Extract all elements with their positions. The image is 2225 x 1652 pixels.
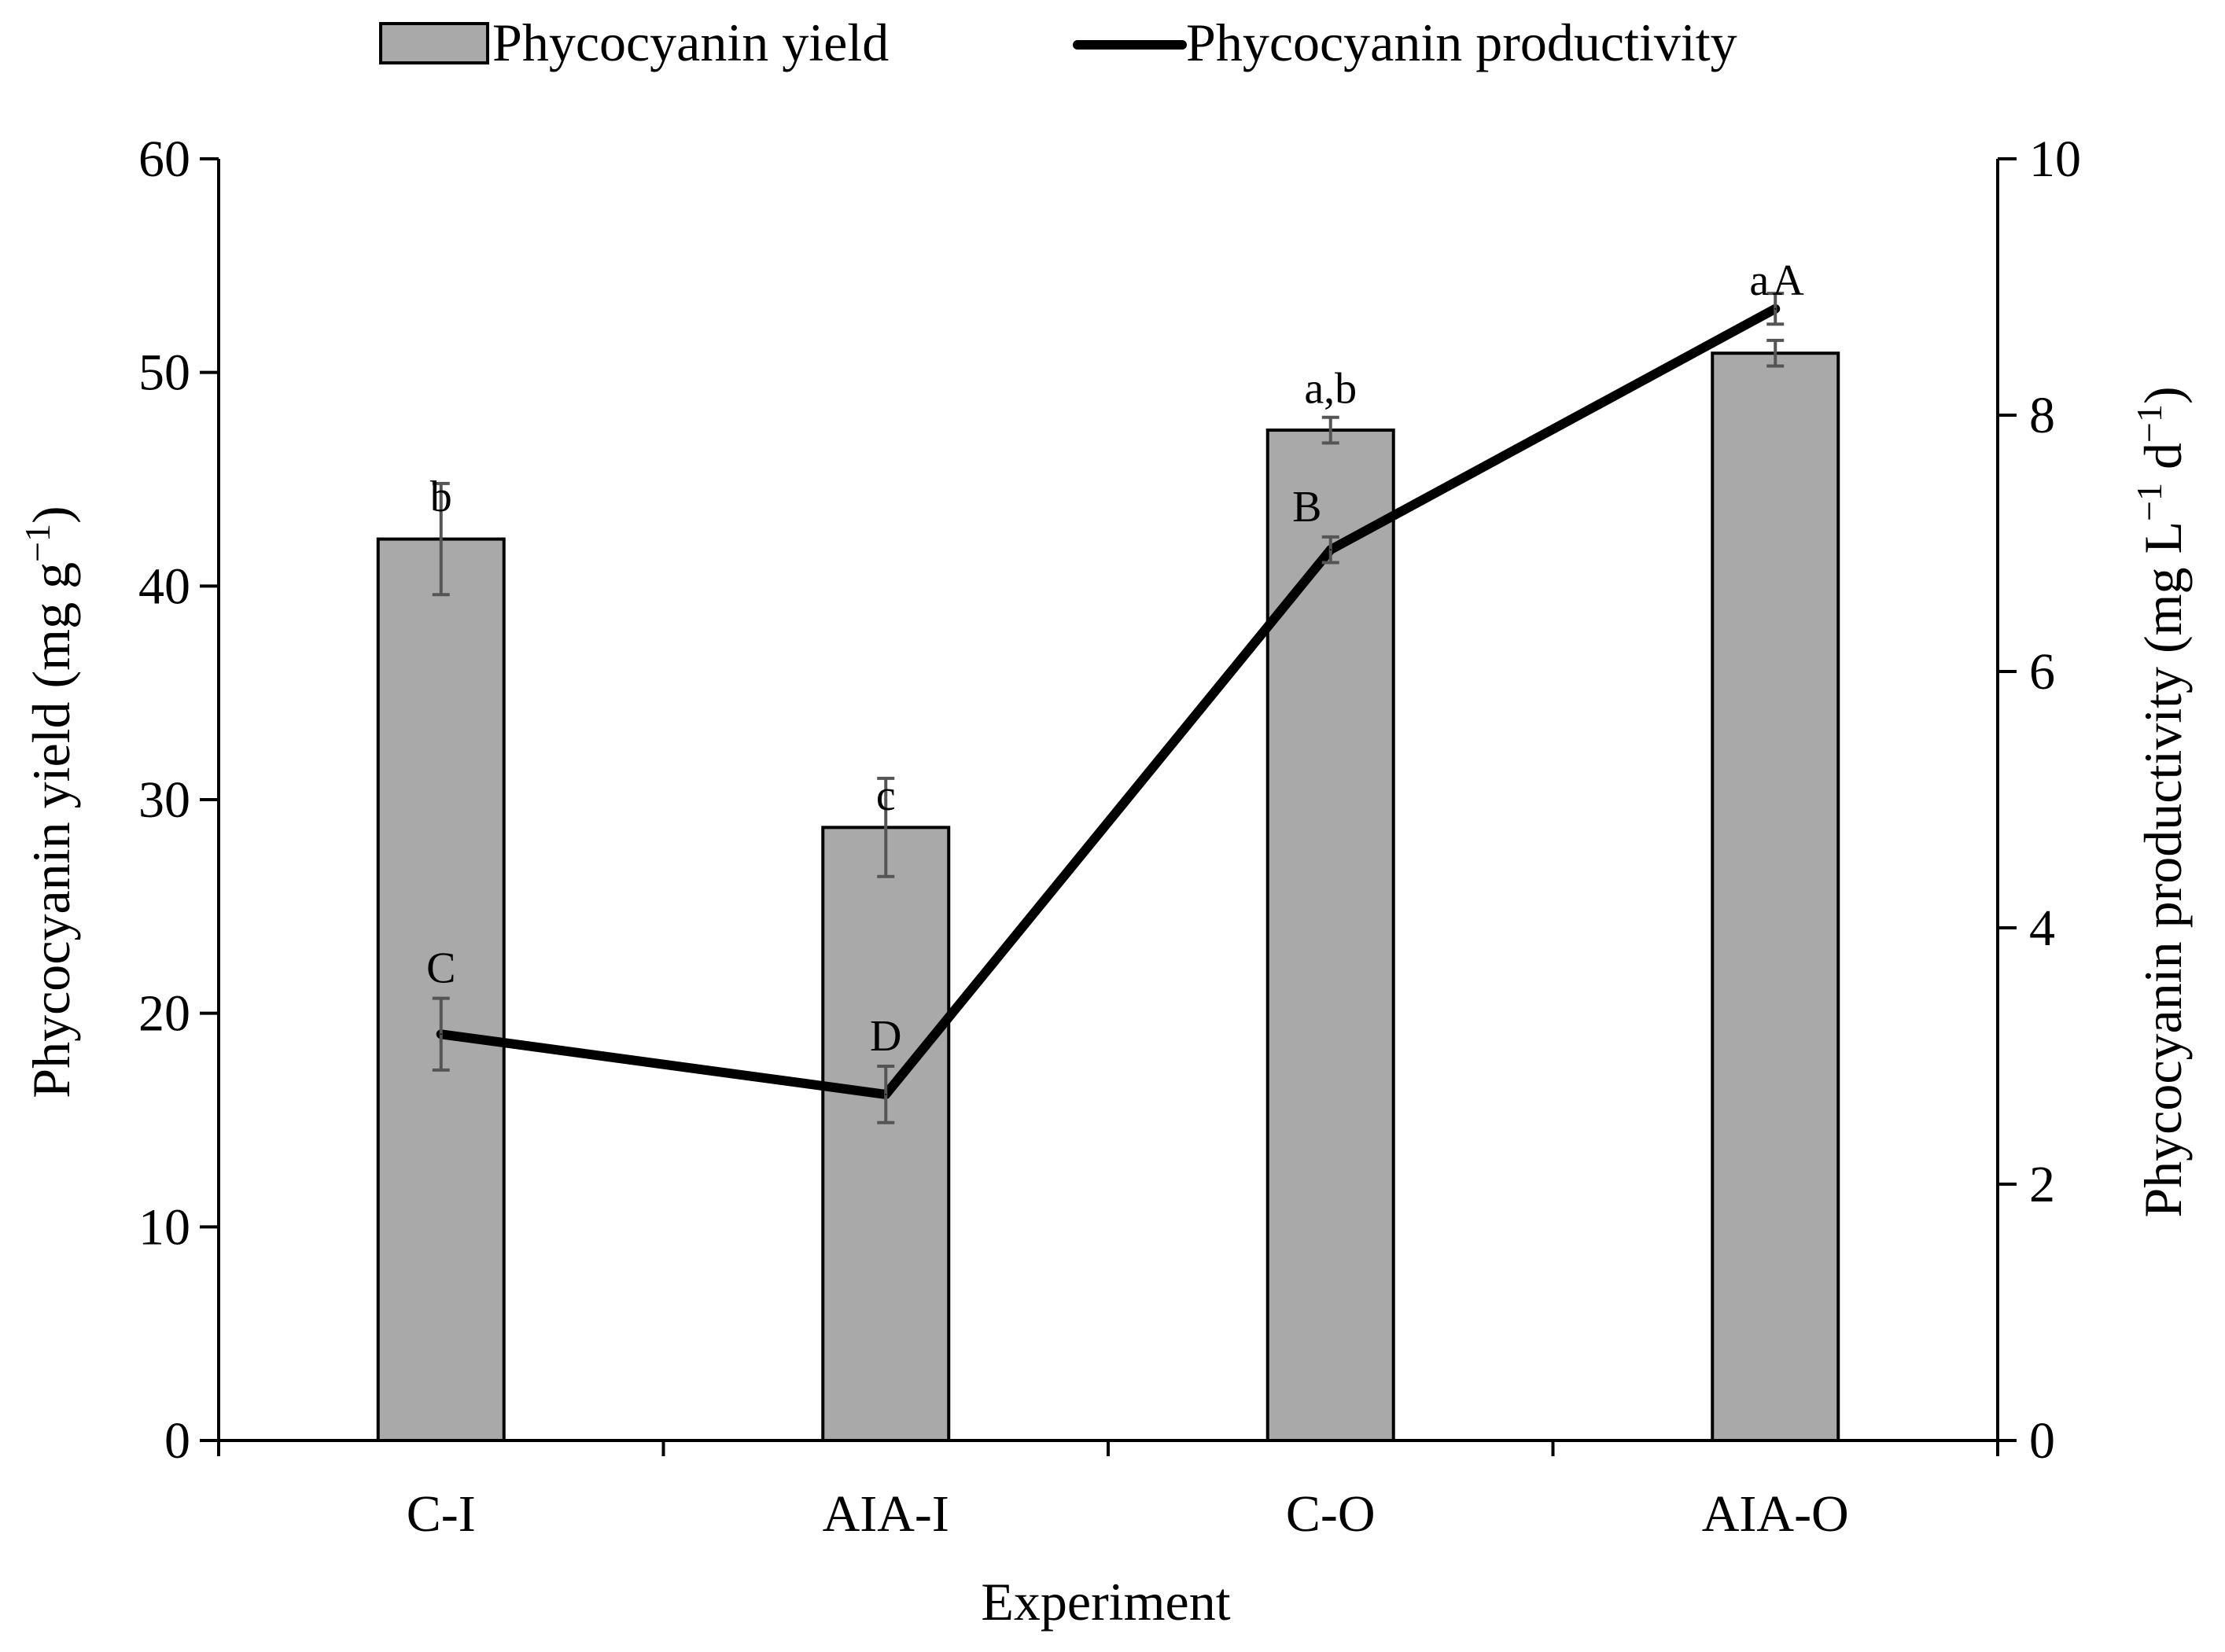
sig-label-yield: a [1749, 256, 1769, 305]
x-tick-label: AIA-O [1702, 1485, 1849, 1543]
x-tick-label: AIA-I [823, 1485, 949, 1543]
sig-label-productivity: A [1772, 256, 1804, 305]
legend: Phycocyanin yield Phycocyanin productivi… [379, 13, 1737, 72]
y-right-title-close: ) [2133, 386, 2193, 404]
sig-label-productivity: C [426, 944, 455, 993]
y-right-tick-label: 0 [2029, 1412, 2055, 1470]
y-right-tick-label: 4 [2029, 900, 2055, 957]
y-right-title-main: Phycocyanin productivity (mg L [2133, 521, 2193, 1218]
x-tick-label: C-O [1286, 1485, 1376, 1543]
line-series [432, 292, 1785, 1124]
bar-error-bar [432, 481, 450, 597]
y-left-tick-label: 60 [138, 131, 190, 188]
y-left-axis-title: Phycocyanin yield (mg g−1) [17, 506, 82, 1098]
y-right-axis-title: Phycocyanin productivity (mg L−1 d−1) [2129, 386, 2194, 1217]
y-right-tick-label: 10 [2029, 131, 2081, 188]
legend-line-label: Phycocyanin productivity [1186, 13, 1737, 72]
axes: 0 10 20 30 40 50 60 0 2 4 6 8 10 C-I AIA-I C-O AIA-O [138, 131, 2081, 1543]
line-point [440, 1033, 442, 1036]
legend-bar-swatch [379, 22, 489, 64]
sig-label-productivity: B [1292, 483, 1321, 532]
y-left-tick-label: 0 [164, 1412, 190, 1470]
y-left-tick-label: 40 [138, 557, 190, 615]
productivity-line [436, 304, 1781, 1099]
bar-error-bar [1766, 338, 1785, 368]
y-right-title-mid: d [2133, 443, 2193, 483]
y-left-title-main: Phycocyanin yield (mg g [21, 562, 81, 1098]
sig-label-productivity: D [870, 1012, 901, 1061]
bar-aia-o [1711, 351, 1840, 1442]
y-right-tick-label: 6 [2029, 643, 2055, 701]
line-point [1329, 549, 1332, 551]
y-right-tick-label: 2 [2029, 1156, 2055, 1213]
line-point [885, 1093, 887, 1095]
y-right-title-sup2: −1 [2129, 404, 2169, 443]
bar-aia-i [821, 826, 951, 1442]
sig-label-yield: a,b [1304, 365, 1357, 414]
y-left-title-sup: −1 [17, 524, 57, 562]
y-right-tick-label: 8 [2029, 387, 2055, 444]
bar-error-bar [1321, 415, 1339, 445]
sig-label-yield: b [430, 473, 452, 521]
legend-bar-label: Phycocyanin yield [492, 13, 889, 72]
y-left-tick-label: 20 [138, 985, 190, 1043]
bar-series [376, 338, 1840, 1442]
y-right-title-sup1: −1 [2129, 483, 2169, 521]
y-left-tick-label: 30 [138, 771, 190, 829]
y-left-tick-label: 50 [138, 344, 190, 402]
y-left-title-close: ) [21, 506, 81, 524]
sig-label-yield: c [876, 771, 896, 820]
x-tick-label: C-I [407, 1485, 476, 1543]
bar-error-bar [877, 776, 895, 878]
y-left-tick-label: 10 [138, 1198, 190, 1256]
x-axis-title: Experiment [981, 1572, 1230, 1632]
bar-c-o [1265, 429, 1395, 1442]
significance-labels: b c a,b a C D B A [426, 256, 1804, 1061]
line-point [1774, 307, 1777, 310]
